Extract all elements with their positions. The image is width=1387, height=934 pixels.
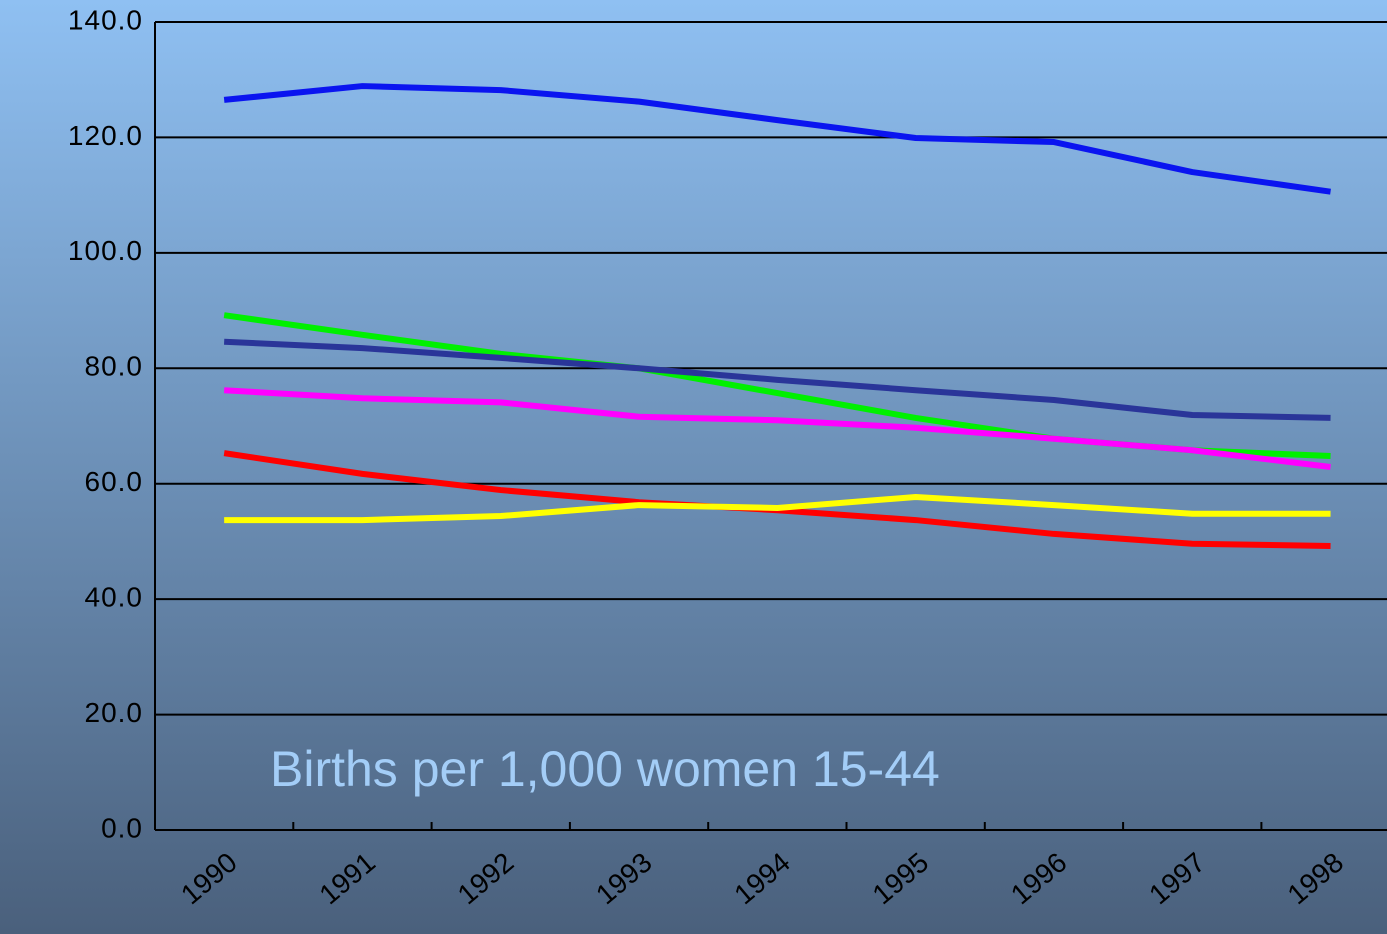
y-tick-label: 140.0 [68, 4, 143, 35]
series-line [223, 83, 1331, 195]
y-tick-label: 100.0 [68, 235, 143, 266]
series-line [224, 493, 1331, 524]
y-tick-label: 120.0 [68, 120, 143, 151]
y-tick-label: 20.0 [85, 697, 144, 728]
y-tick-label: 60.0 [85, 466, 144, 497]
series-line [224, 338, 1331, 421]
y-tick-label: 80.0 [85, 351, 144, 382]
y-tick-label: 40.0 [85, 582, 144, 613]
series-line [223, 387, 1331, 470]
y-tick-label: 0.0 [101, 812, 143, 843]
annotation: Births per 1,000 women 15-44 [270, 741, 940, 797]
